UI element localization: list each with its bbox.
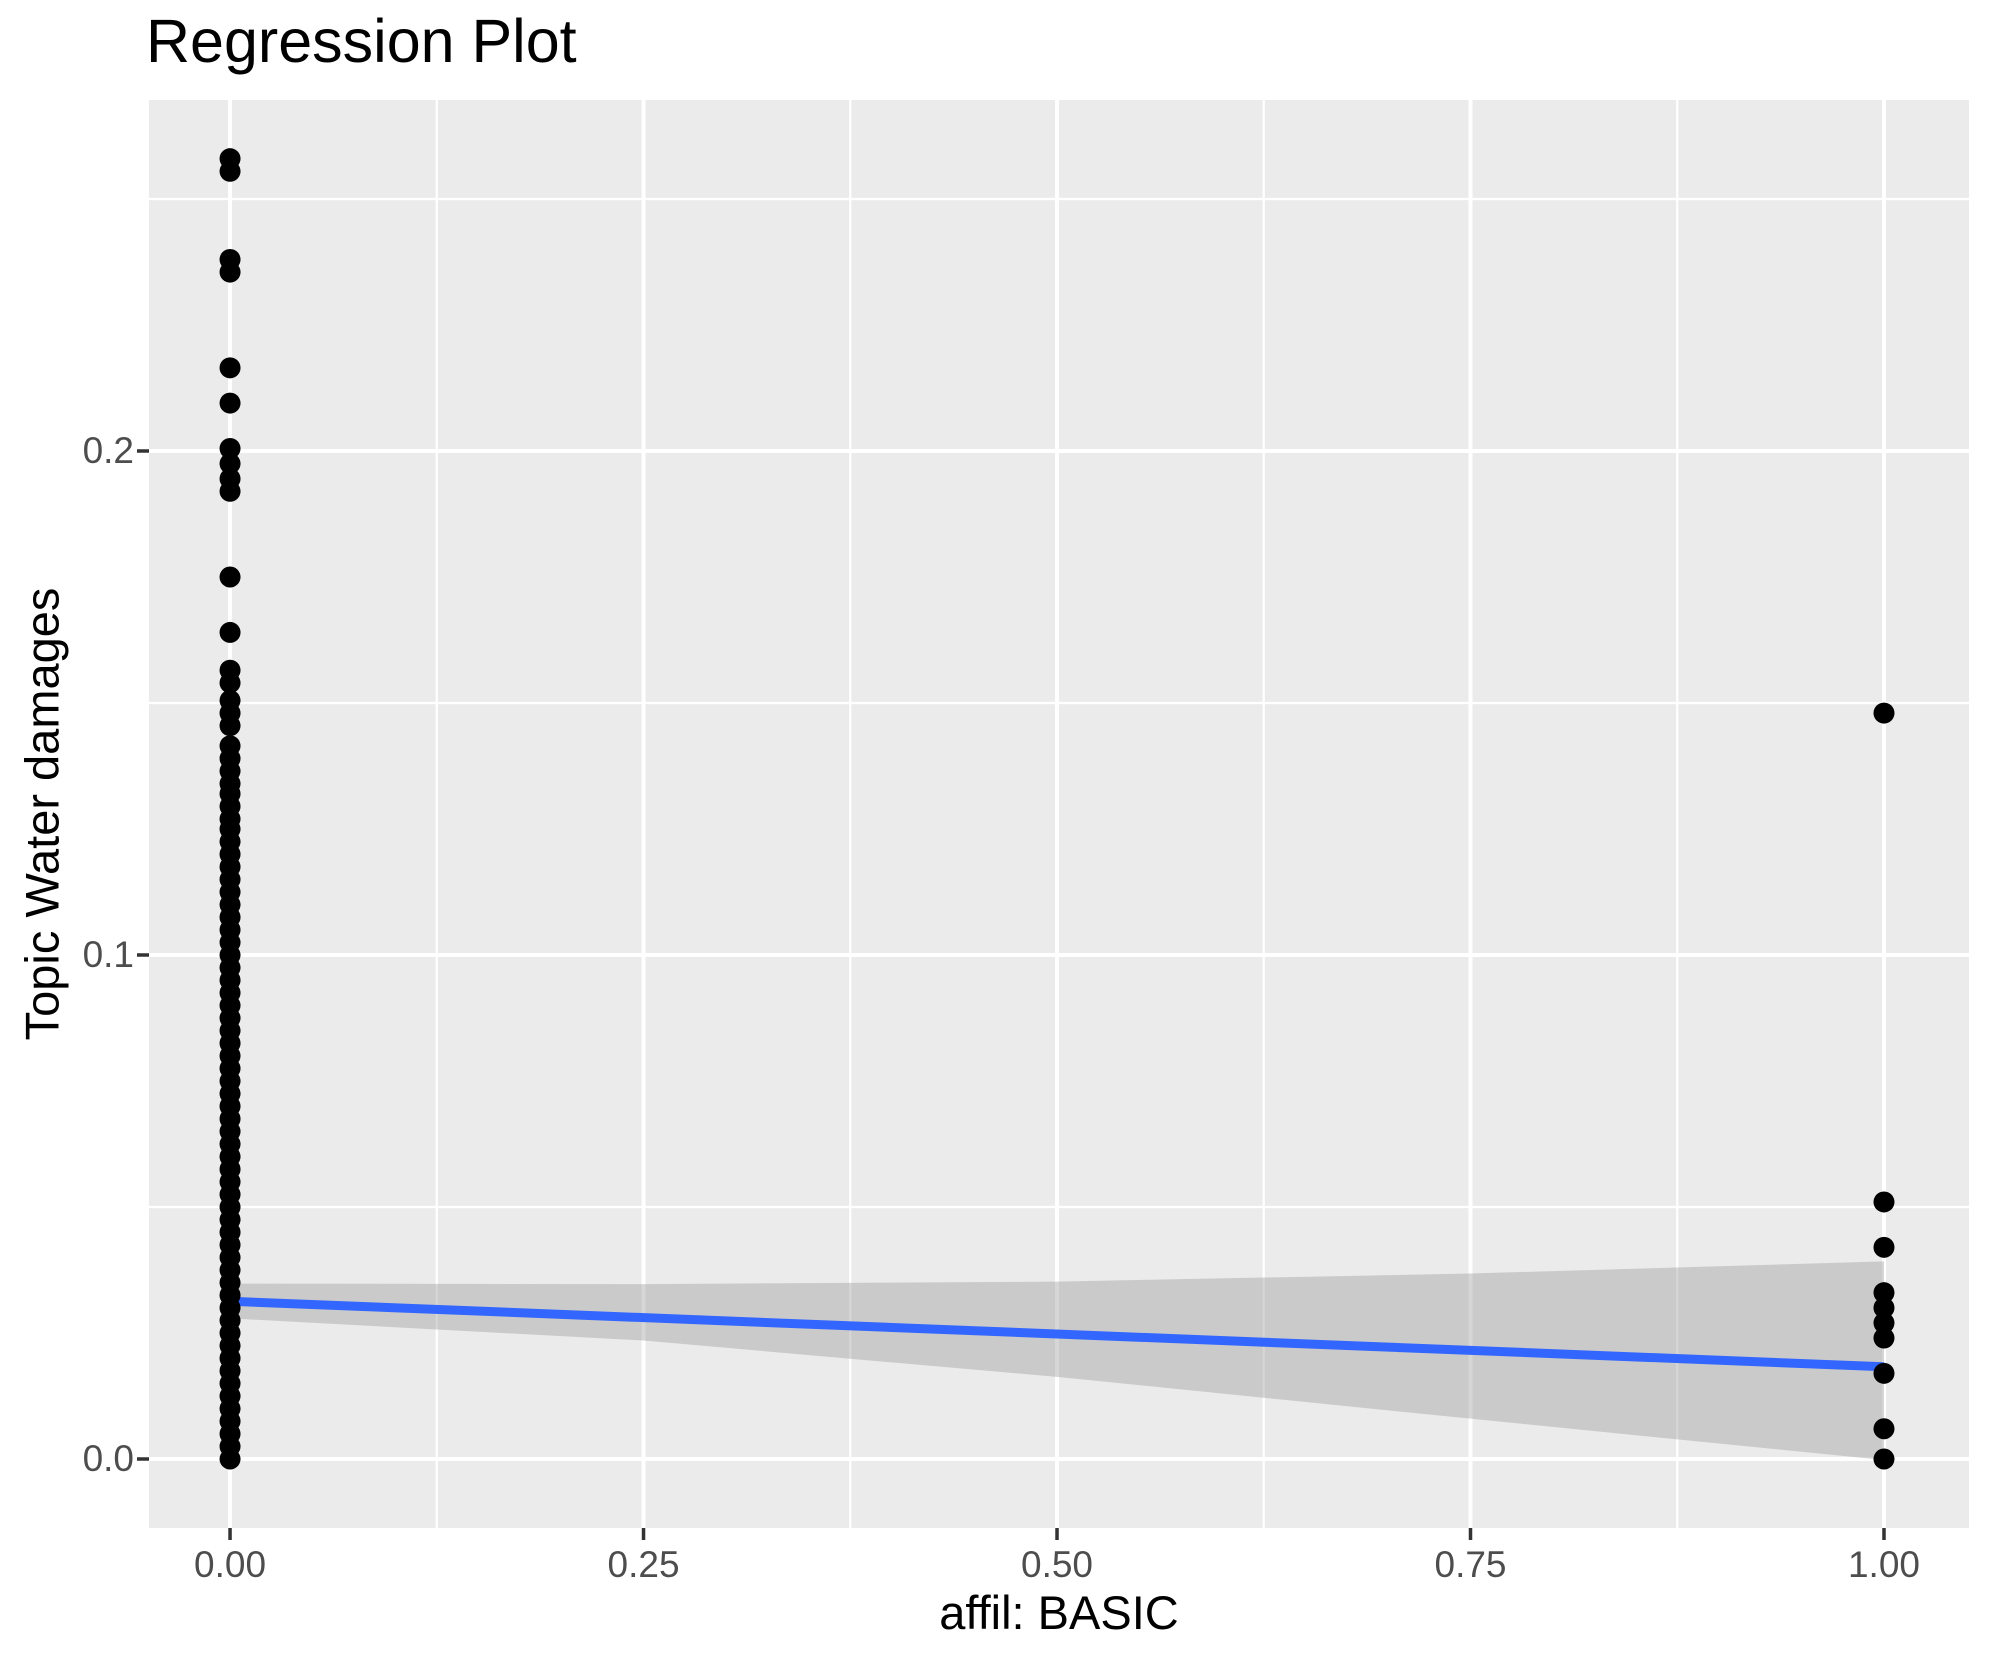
- data-point: [219, 160, 241, 182]
- data-point: [1873, 1236, 1895, 1258]
- data-point: [1873, 1448, 1895, 1470]
- y-tick-label: 0.0: [82, 1438, 134, 1479]
- data-point: [219, 672, 241, 694]
- x-tick-label: 1.00: [1847, 1544, 1920, 1585]
- data-point: [219, 480, 241, 502]
- x-tick-label: 0.50: [1020, 1544, 1094, 1585]
- x-tick-label: 0.75: [1434, 1544, 1507, 1585]
- data-point: [1873, 1312, 1895, 1334]
- data-point: [219, 1448, 241, 1470]
- data-point: [219, 715, 241, 737]
- confidence-band: [230, 1261, 1884, 1461]
- y-tick-label: 0.2: [82, 429, 134, 471]
- x-axis-title: affil: BASIC: [939, 1586, 1179, 1639]
- x-tick-label: 0.25: [607, 1544, 680, 1585]
- data-point: [1873, 1418, 1895, 1440]
- data-point: [219, 357, 241, 379]
- y-tick-label: 0.1: [82, 933, 134, 975]
- data-point: [219, 437, 241, 459]
- data-point: [1873, 1362, 1895, 1384]
- data-point: [219, 453, 241, 475]
- data-point: [219, 392, 241, 414]
- data-point: [1873, 702, 1895, 724]
- data-point: [1873, 1191, 1895, 1213]
- regression-line: [229, 1296, 1885, 1372]
- data-point: [1873, 1327, 1895, 1349]
- data-point: [1873, 1282, 1895, 1304]
- data-point: [219, 261, 241, 283]
- data-point: [219, 621, 241, 643]
- x-tick-label: 0.00: [194, 1544, 267, 1585]
- plot-title: Regression Plot: [146, 7, 577, 75]
- data-point: [1873, 1297, 1895, 1319]
- data-point: [219, 566, 241, 588]
